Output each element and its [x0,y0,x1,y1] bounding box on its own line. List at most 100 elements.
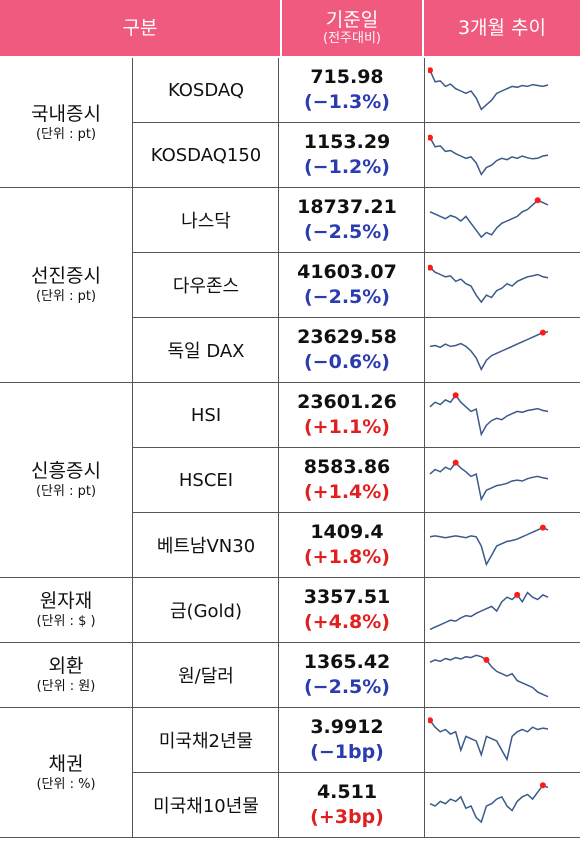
group-name: 선진증시 [31,265,101,287]
group-unit: (단위 : pt) [35,484,97,499]
index-name: KOSDAQ150 [132,123,279,187]
row-divider [132,252,580,253]
trend-column-divider [424,58,425,838]
value-cell: 23629.58 (−0.6%) [278,318,415,382]
row-divider [132,122,580,123]
table-row: 독일 DAX 23629.58 (−0.6%) [132,318,580,382]
header-trend: 3개월 추이 [424,0,580,56]
group-name: 원자재 [39,590,93,612]
index-name: 다우존스 [132,253,279,317]
trend-line [429,526,549,567]
table-row: 다우존스 41603.07 (−2.5%) [132,253,580,317]
index-name: HSI [132,383,279,447]
group-divider [0,707,580,708]
index-value: 23629.58 [297,326,397,348]
index-name: 미국채2년물 [132,708,279,772]
group-cell: 채권 (단위 : %) [0,708,132,838]
weekly-change: (+1.8%) [304,546,390,568]
trend-line [429,267,549,304]
high-point-marker [428,134,433,141]
index-value: 4.511 [316,781,378,803]
table-row: 미국채2년물 3.9912 (−1bp) [132,708,580,772]
value-cell: 4.511 (+3bp) [278,773,415,837]
value-cell: 3.9912 (−1bp) [278,708,415,772]
index-name: 금(Gold) [132,578,279,642]
weekly-change: (−2.5%) [304,286,390,308]
trend-sparkline [429,654,549,698]
table-row: 원/달러 1365.42 (−2.5%) [132,643,580,707]
weekly-change: (+3bp) [310,806,384,828]
table-row: KOSDAQ 715.98 (−1.3%) [132,58,580,122]
value-cell: 1365.42 (−2.5%) [278,643,415,707]
trend-line [429,461,549,502]
group-cell: 원자재 (단위 : $ ) [0,578,132,643]
index-value: 8583.86 [303,456,391,478]
weekly-change: (−1.3%) [304,91,390,113]
value-cell: 3357.51 (+4.8%) [278,578,415,642]
table-row: 베트남VN30 1409.4 (+1.8%) [132,513,580,577]
high-point-marker [428,67,433,74]
group-cell: 국내증시 (단위 : pt) [0,58,132,188]
trend-line [429,137,549,176]
trend-line [429,199,549,239]
table-row: HSI 23601.26 (+1.1%) [132,383,580,447]
index-name: HSCEI [132,448,279,512]
trend-sparkline [429,459,549,502]
group-divider [0,382,580,383]
value-cell: 41603.07 (−2.5%) [278,253,415,317]
trend-sparkline [429,524,549,567]
trend-sparkline [428,134,549,176]
row-divider [132,512,580,513]
group-cell: 외환 (단위 : 원) [0,643,132,708]
trend-line [429,330,549,372]
header-category: 구분 [0,0,280,56]
high-point-marker [539,329,546,336]
trend-sparkline [428,264,549,304]
trend-sparkline [428,67,549,111]
high-point-marker [452,392,459,399]
group-cell: 선진증시 (단위 : pt) [0,188,132,383]
group-divider [0,187,580,188]
trend-line [429,654,549,698]
index-value: 41603.07 [297,261,397,283]
trend-line [429,69,549,111]
index-value: 3.9912 [310,716,384,738]
index-name: 나스닥 [132,188,279,252]
trend-sparkline [429,197,549,239]
group-unit: (단위 : pt) [35,289,97,304]
weekly-change: (−0.6%) [304,351,390,373]
row-divider [132,317,580,318]
header-base-note: (전주대비) [323,31,381,46]
trend-line [429,591,549,631]
table-row: 나스닥 18737.21 (−2.5%) [132,188,580,252]
index-value: 1365.42 [303,651,391,673]
group-unit: (단위 : %) [36,776,96,792]
weekly-change: (+4.8%) [304,611,390,633]
table-row: 미국채10년물 4.511 (+3bp) [132,773,580,837]
index-name: KOSDAQ [132,58,279,122]
group-name: 채권 [48,752,84,775]
index-value: 23601.26 [297,391,397,413]
index-value: 1153.29 [303,131,391,153]
table-row: HSCEI 8583.86 (+1.4%) [132,448,580,512]
trend-line [429,394,549,437]
row-divider [132,772,580,773]
group-divider [0,837,580,838]
weekly-change: (+1.4%) [304,481,390,503]
index-name: 독일 DAX [132,318,279,382]
trend-line [429,784,549,824]
group-name: 국내증시 [31,102,101,125]
high-point-marker [534,197,541,204]
trend-sparkline [429,591,549,631]
group-unit: (단위 : pt) [35,126,97,142]
value-cell: 23601.26 (+1.1%) [278,383,415,447]
index-name: 미국채10년물 [132,773,279,837]
trend-sparkline [429,782,549,824]
trend-sparkline [429,329,549,372]
header-trend-label: 3개월 추이 [457,17,547,39]
trend-line [429,719,549,762]
group-unit: (단위 : $ ) [36,614,96,629]
table-row: KOSDAQ150 1153.29 (−1.2%) [132,123,580,187]
value-cell: 18737.21 (−2.5%) [278,188,415,252]
